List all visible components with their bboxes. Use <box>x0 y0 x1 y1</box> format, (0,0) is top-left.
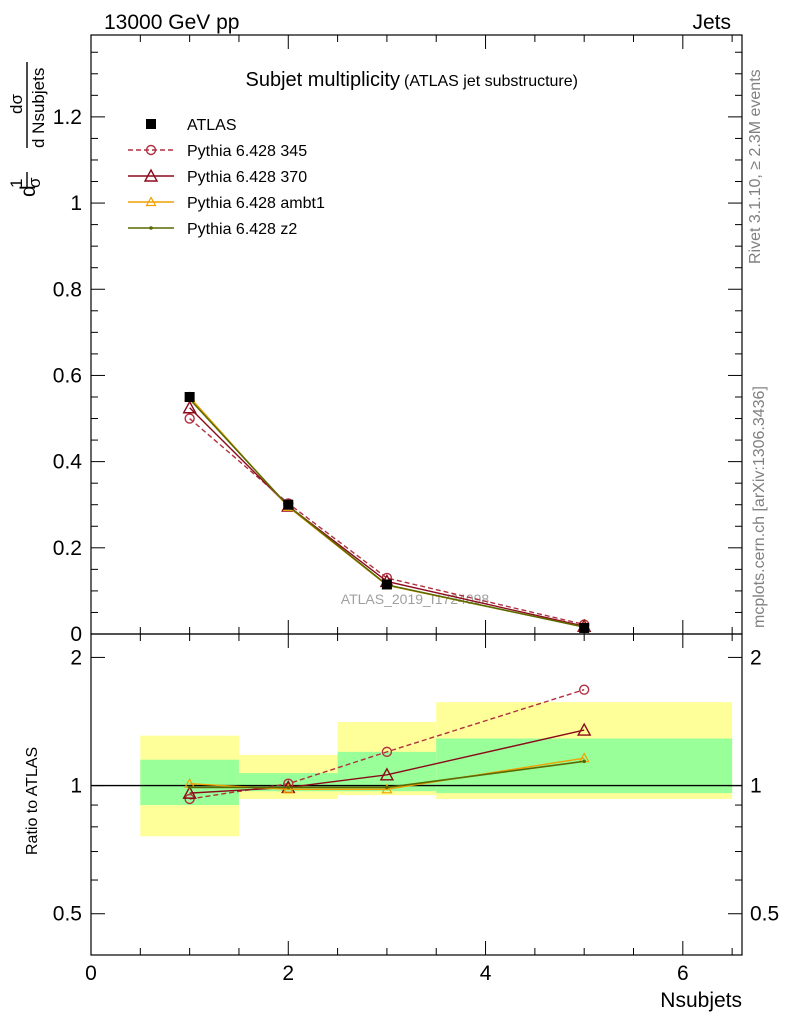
legend-marker <box>145 144 157 156</box>
ylabel-dsigma: dσ <box>7 94 26 114</box>
upper-point-0 <box>184 391 195 402</box>
lower-axes: 0.5 0.5 1 1 2 2 0 2 4 6 <box>53 633 779 985</box>
chart-subtitle: (ATLAS jet substructure) <box>404 73 578 90</box>
legend-label: ATLAS <box>187 117 237 134</box>
upper-ytick-label: 1.2 <box>53 106 82 129</box>
ratio-ytick-label-left: 0.5 <box>53 903 82 926</box>
xtick-label: 2 <box>282 962 294 985</box>
ratio-series-pythia-6-428-z2 <box>187 759 586 790</box>
ratio-point-2 <box>379 767 395 781</box>
legend-marker <box>149 226 153 230</box>
upper-ytick-label: 0.2 <box>53 537 82 560</box>
ratio-ytick-label-right: 1 <box>750 775 762 798</box>
lower-series-group <box>182 684 592 805</box>
ratio-line <box>189 729 585 794</box>
upper-ytick-label: 0.4 <box>53 451 83 474</box>
legend-item-pythia-6-428-345: Pythia 6.428 345 <box>128 143 307 160</box>
legend-item-pythia-6-428-370: Pythia 6.428 370 <box>128 168 307 186</box>
header-right: Jets <box>692 11 731 34</box>
band-green-3 <box>436 738 733 794</box>
ylabel-d: d <box>17 185 40 197</box>
ratio-series-pythia-6-428-345 <box>184 684 590 805</box>
legend-label: Pythia 6.428 370 <box>187 169 307 186</box>
ratio-point-2 <box>381 783 393 794</box>
legend-label: Pythia 6.428 ambt1 <box>187 195 325 212</box>
legend-marker <box>146 119 156 129</box>
legend-item-pythia-6-428-z2: Pythia 6.428 z2 <box>128 221 297 238</box>
legend-label: Pythia 6.428 345 <box>187 143 307 160</box>
legend-marker <box>143 168 159 182</box>
chart-title-main: Subjet multiplicity <box>245 69 400 91</box>
legend-item-atlas: ATLAS <box>146 117 237 134</box>
xtick-label: 6 <box>677 962 689 985</box>
lower-frame <box>90 633 743 956</box>
ratio-point-3 <box>578 684 590 695</box>
ratio-ytick-label-left: 1 <box>70 775 82 798</box>
upper-point-2 <box>381 579 392 590</box>
header-left: 13000 GeV pp <box>104 11 239 34</box>
chart-title: Subjet multiplicity (ATLAS jet substruct… <box>245 69 578 91</box>
x-axis-label: Nsubjets <box>660 989 742 1012</box>
upper-ytick-label: 0.8 <box>53 278 82 301</box>
upper-point-0 <box>184 413 195 424</box>
legend-label: Pythia 6.428 z2 <box>187 221 297 238</box>
upper-ytick-label: 1 <box>70 192 82 215</box>
upper-line <box>189 418 585 626</box>
ratio-point-0 <box>182 785 197 799</box>
ratio-point-2 <box>385 785 389 790</box>
ratio-point-2 <box>381 746 393 758</box>
ratio-point-1 <box>286 785 291 790</box>
upper-ylabel: d 1 σ dσ d Nsubjets <box>7 62 48 197</box>
upper-ytick-label: 0 <box>70 623 82 646</box>
upper-point-0 <box>182 400 197 414</box>
ylabel-one: 1 <box>7 179 26 188</box>
upper-ytick-label: 0.6 <box>53 364 82 387</box>
ylabel-sigma: σ <box>25 177 44 188</box>
ratio-point-0 <box>187 785 192 790</box>
ratio-point-1 <box>282 783 294 794</box>
ratio-point-3 <box>582 759 586 764</box>
lower-ylabel: Ratio to ATLAS <box>24 747 41 855</box>
rivet-label: Rivet 3.1.10, ≥ 2.3M events <box>747 69 764 264</box>
ratio-ytick-label-right: 2 <box>750 646 762 669</box>
ratio-ytick-label-right: 0.5 <box>750 903 779 926</box>
ratio-point-0 <box>184 793 195 805</box>
mcplots-label: mcplots.cern.ch [arXiv:1306.3436] <box>751 386 768 628</box>
legend-item-pythia-6-428-ambt1: Pythia 6.428 ambt1 <box>128 195 325 212</box>
legend-marker <box>145 196 157 207</box>
analysis-watermark: ATLAS_2019_I1724098 <box>341 591 490 607</box>
ratio-line <box>189 760 585 789</box>
upper-axes: 0 0.2 0.4 0.6 0.8 1 1.2 <box>53 34 743 646</box>
ylabel-dn: d Nsubjets <box>29 68 48 148</box>
xtick-label: 0 <box>85 962 97 985</box>
upper-line <box>189 407 585 627</box>
upper-line <box>189 398 585 628</box>
ratio-uncertainty-bands <box>91 702 742 837</box>
ratio-point-3 <box>577 722 592 736</box>
upper-point-1 <box>283 499 294 510</box>
xtick-label: 4 <box>480 962 492 985</box>
upper-series-group <box>182 391 592 633</box>
ratio-ytick-label-left: 2 <box>70 646 82 669</box>
ratio-line <box>189 688 585 800</box>
legend: ATLAS Pythia 6.428 345 Pythia 6.428 370 Pyt… <box>128 117 325 238</box>
